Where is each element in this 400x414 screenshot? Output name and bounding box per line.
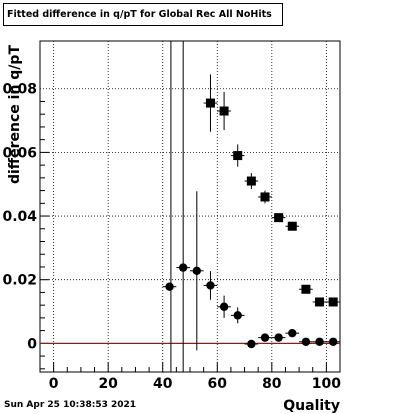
y-tick-label: 0.02 <box>2 273 37 289</box>
x-tick-label: 100 <box>312 376 341 392</box>
circle-marker <box>274 333 283 342</box>
square-marker <box>260 192 270 202</box>
square-marker <box>246 176 256 186</box>
x-axis-title: Quality <box>283 398 340 414</box>
footer-timestamp: Sun Apr 25 10:38:53 2021 <box>4 400 137 410</box>
circle-marker <box>233 311 242 320</box>
x-tick-label: 0 <box>49 376 59 392</box>
square-marker <box>205 98 215 108</box>
circle-marker <box>315 337 324 346</box>
circle-marker <box>260 333 270 342</box>
x-tick-label: 20 <box>98 376 118 392</box>
circle-marker <box>178 263 188 272</box>
square-marker <box>219 106 229 116</box>
x-tick-label: 60 <box>208 376 228 392</box>
y-tick-label: 0.08 <box>2 82 37 98</box>
x-tick-label: 40 <box>153 376 173 392</box>
circle-marker <box>288 328 297 338</box>
circle-marker <box>206 281 215 290</box>
circle-marker <box>328 337 338 346</box>
y-tick-label: 0 <box>27 336 37 352</box>
square-marker <box>315 297 325 307</box>
plot-frame <box>39 40 341 373</box>
circle-marker <box>247 339 256 349</box>
square-marker <box>233 151 243 161</box>
circle-marker <box>165 282 174 291</box>
y-tick-label: 0.04 <box>2 209 37 225</box>
y-tick-label: 0.06 <box>2 145 37 161</box>
circle-marker <box>219 302 229 311</box>
circle-marker <box>301 337 311 346</box>
square-marker <box>301 284 311 294</box>
chart-title: Fitted difference in q/pT for Global Rec… <box>3 3 283 26</box>
x-tick-label: 80 <box>262 376 282 392</box>
square-marker <box>287 221 297 231</box>
y-axis-title: difference in q/pT <box>7 45 23 184</box>
square-marker <box>328 297 338 307</box>
square-marker <box>274 213 284 223</box>
circle-marker <box>192 266 202 275</box>
